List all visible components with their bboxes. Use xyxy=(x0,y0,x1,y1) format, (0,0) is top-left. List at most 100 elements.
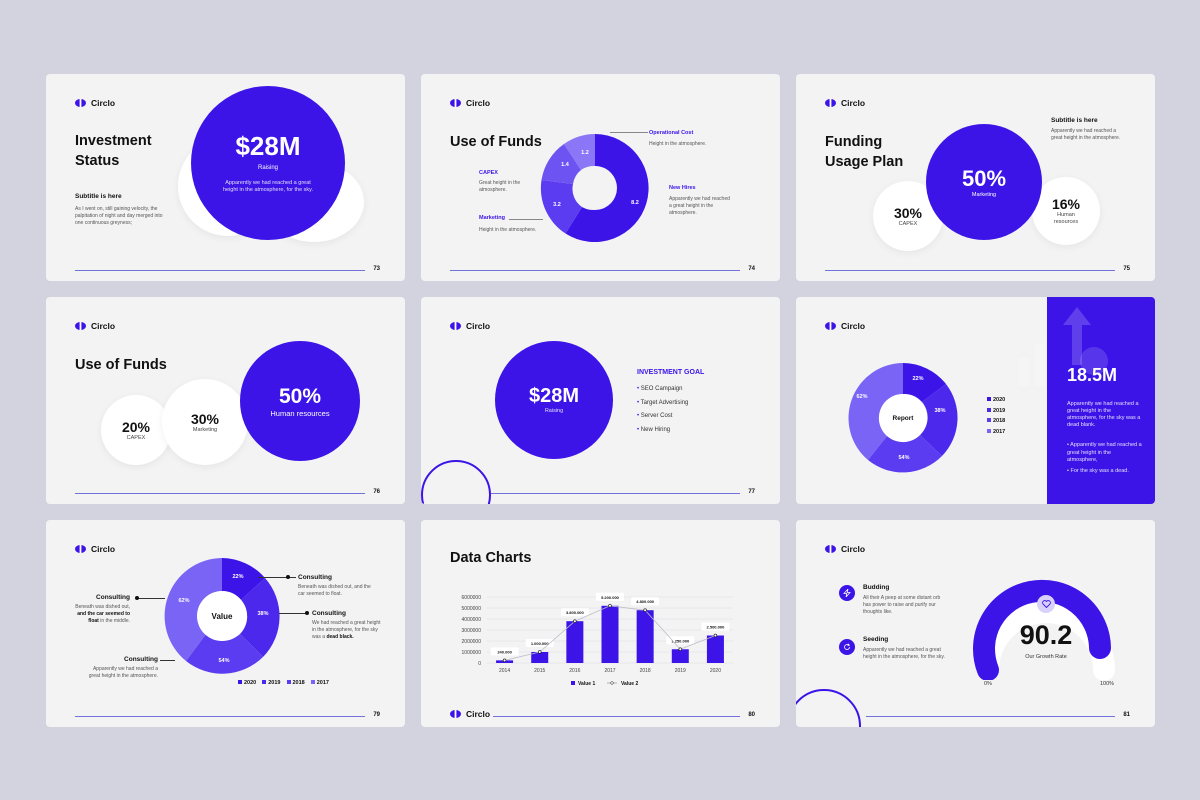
legend-item: 2017 xyxy=(310,680,329,686)
legend-label: 2020 xyxy=(993,397,1006,403)
callout-right-top: Consulting Beneath was dished out, and t… xyxy=(298,574,378,598)
report-text: Apparently we had reached a great height… xyxy=(1067,401,1141,428)
segment-label: 54% xyxy=(898,455,909,461)
slide-use-of-funds-circles[interactable]: Circlo Use of Funds 20% CAPEX 30% Market… xyxy=(46,297,405,504)
footer-line xyxy=(75,716,365,717)
y-tick-label: 2000000 xyxy=(462,639,482,645)
circlo-logo-icon xyxy=(75,322,86,330)
label-new-hires-text: Apparently we had reached a great height… xyxy=(669,196,730,216)
segment-label: 1.2 xyxy=(581,150,589,156)
circlo-logo-icon xyxy=(450,99,461,107)
brand-name: Circlo xyxy=(91,98,116,108)
slide-value-donut[interactable]: Circlo Value 22% 38% 54% 62% Consulting … xyxy=(46,520,405,727)
legend-label: 2017 xyxy=(316,680,329,686)
goal-item: • SEO Campaign xyxy=(637,383,688,397)
data-label: 240.000 xyxy=(497,649,512,654)
growth-gauge xyxy=(973,579,1115,680)
bar xyxy=(566,621,584,663)
brand-name: Circlo xyxy=(841,544,866,554)
slide-report[interactable]: Circlo Report 22% 38% 54% 62% 2020 2019 … xyxy=(796,297,1155,504)
segment-label: 8.2 xyxy=(631,200,639,206)
callout-text: We had reached a great height in the atm… xyxy=(312,620,384,641)
bar xyxy=(601,605,619,663)
decor-arc xyxy=(421,460,491,504)
data-label: 4.800.000 xyxy=(636,599,655,604)
amount-label: Raising xyxy=(544,408,564,414)
brand-name: Circlo xyxy=(466,709,491,719)
slide-investment-status[interactable]: Circlo Investment Status Subtitle is her… xyxy=(46,74,405,281)
brand-logo: Circlo xyxy=(450,321,490,331)
legend-item: 2018 xyxy=(987,416,1005,427)
circlo-logo-icon xyxy=(825,322,836,330)
callout-text-a: Beneath was dished out, xyxy=(75,604,130,610)
marketing-value: 50% xyxy=(961,165,1007,191)
leader-dot xyxy=(135,596,139,600)
legend-label: 2018 xyxy=(993,418,1006,424)
title-line-1: Funding xyxy=(825,134,883,150)
page-number: 76 xyxy=(373,489,380,495)
y-tick-label: 1000000 xyxy=(462,650,482,656)
hr-label: Human resources xyxy=(270,408,330,418)
leader-dot xyxy=(305,611,309,615)
goal-item: • Target Advertising xyxy=(637,397,688,411)
segment-label: 22% xyxy=(912,376,923,382)
goal-item: • New Hiring xyxy=(637,424,688,438)
legend-item: 2020 xyxy=(987,395,1005,406)
x-tick-label: 2016 xyxy=(569,668,580,674)
data-label-box xyxy=(701,622,730,631)
leader-line xyxy=(258,577,296,578)
slide-use-of-funds-donut[interactable]: Circlo Use of Funds 1.2 1.4 3.2 8.2 Oper… xyxy=(421,74,780,281)
leader-line xyxy=(509,219,543,220)
brand-logo: Circlo xyxy=(75,321,115,331)
callout-text-a: We had reached a great height in the atm… xyxy=(312,620,381,640)
callout-right-bottom: Consulting We had reached a great height… xyxy=(312,610,384,641)
slide-investment-goal[interactable]: Circlo $28M Raising INVESTMENT GOAL • SE… xyxy=(421,297,780,504)
goal-text: Target Advertising xyxy=(640,399,689,406)
data-label-box xyxy=(560,608,589,617)
report-side-panel: 18.5M Apparently we had reached a great … xyxy=(1019,297,1155,504)
x-tick-label: 2018 xyxy=(640,668,651,674)
page-number: 79 xyxy=(373,712,380,718)
subtitle: Subtitle is here xyxy=(1051,117,1098,124)
segment-label: 22% xyxy=(232,574,243,580)
footer-line xyxy=(75,270,365,271)
data-label-box xyxy=(490,647,519,656)
bar-chart: 6000000 5000000 4000000 3000000 2000000 10000… xyxy=(462,592,733,687)
hr-value: 16% xyxy=(1051,196,1081,212)
circlo-logo-icon xyxy=(450,322,461,330)
callout-text-c: in the middle. xyxy=(100,618,130,624)
y-tick-label: 5000000 xyxy=(462,606,482,612)
footer-line xyxy=(450,270,740,271)
slide-title: Investment Status xyxy=(75,131,152,171)
label-capex-text: Great height in the atmosphere. xyxy=(479,180,521,193)
donut-segment-operational xyxy=(564,134,595,170)
footer-line xyxy=(825,270,1115,271)
legend-swatch xyxy=(238,680,242,684)
bullet-text: Apparently we had reached a great height… xyxy=(1067,442,1142,463)
legend-item: 2018 xyxy=(286,680,305,686)
value-legend: 2020 2019 2018 2017 xyxy=(238,680,329,686)
brand-name: Circlo xyxy=(91,544,116,554)
brand-logo: Circlo xyxy=(825,544,865,554)
segment-label: 62% xyxy=(178,598,189,604)
refresh-icon xyxy=(839,639,855,655)
legend-swatch xyxy=(262,680,267,684)
gauge-fill xyxy=(973,579,1111,680)
subtitle-text: Apparently we had reached a great height… xyxy=(1051,128,1121,141)
slide-growth-rate[interactable]: Circlo Budding All their A peep at some … xyxy=(796,520,1155,727)
brand-logo-footer: Circlo xyxy=(450,709,490,719)
bar xyxy=(706,635,724,663)
slide-funding-usage-plan[interactable]: Circlo Funding Usage Plan Subtitle is he… xyxy=(796,74,1155,281)
slide-title: Funding Usage Plan xyxy=(825,132,903,172)
donut-segment-marketing xyxy=(540,180,582,234)
gauge-min: 0% xyxy=(984,681,992,687)
legend-label: 2017 xyxy=(993,428,1006,435)
report-bullets: • Apparently we had reached a great heig… xyxy=(1067,442,1143,475)
heart-icon xyxy=(1037,595,1055,613)
leader-line xyxy=(160,660,175,661)
label-marketing-text: Height in the atmosphere. xyxy=(479,227,537,233)
donut-segment-capex xyxy=(541,144,581,184)
slide-data-charts[interactable]: Data Charts 6000000 5000000 4000000 3000000… xyxy=(421,520,780,727)
legend-item: 2019 xyxy=(987,406,1005,417)
capex-circle: 20% CAPEX xyxy=(101,395,171,465)
